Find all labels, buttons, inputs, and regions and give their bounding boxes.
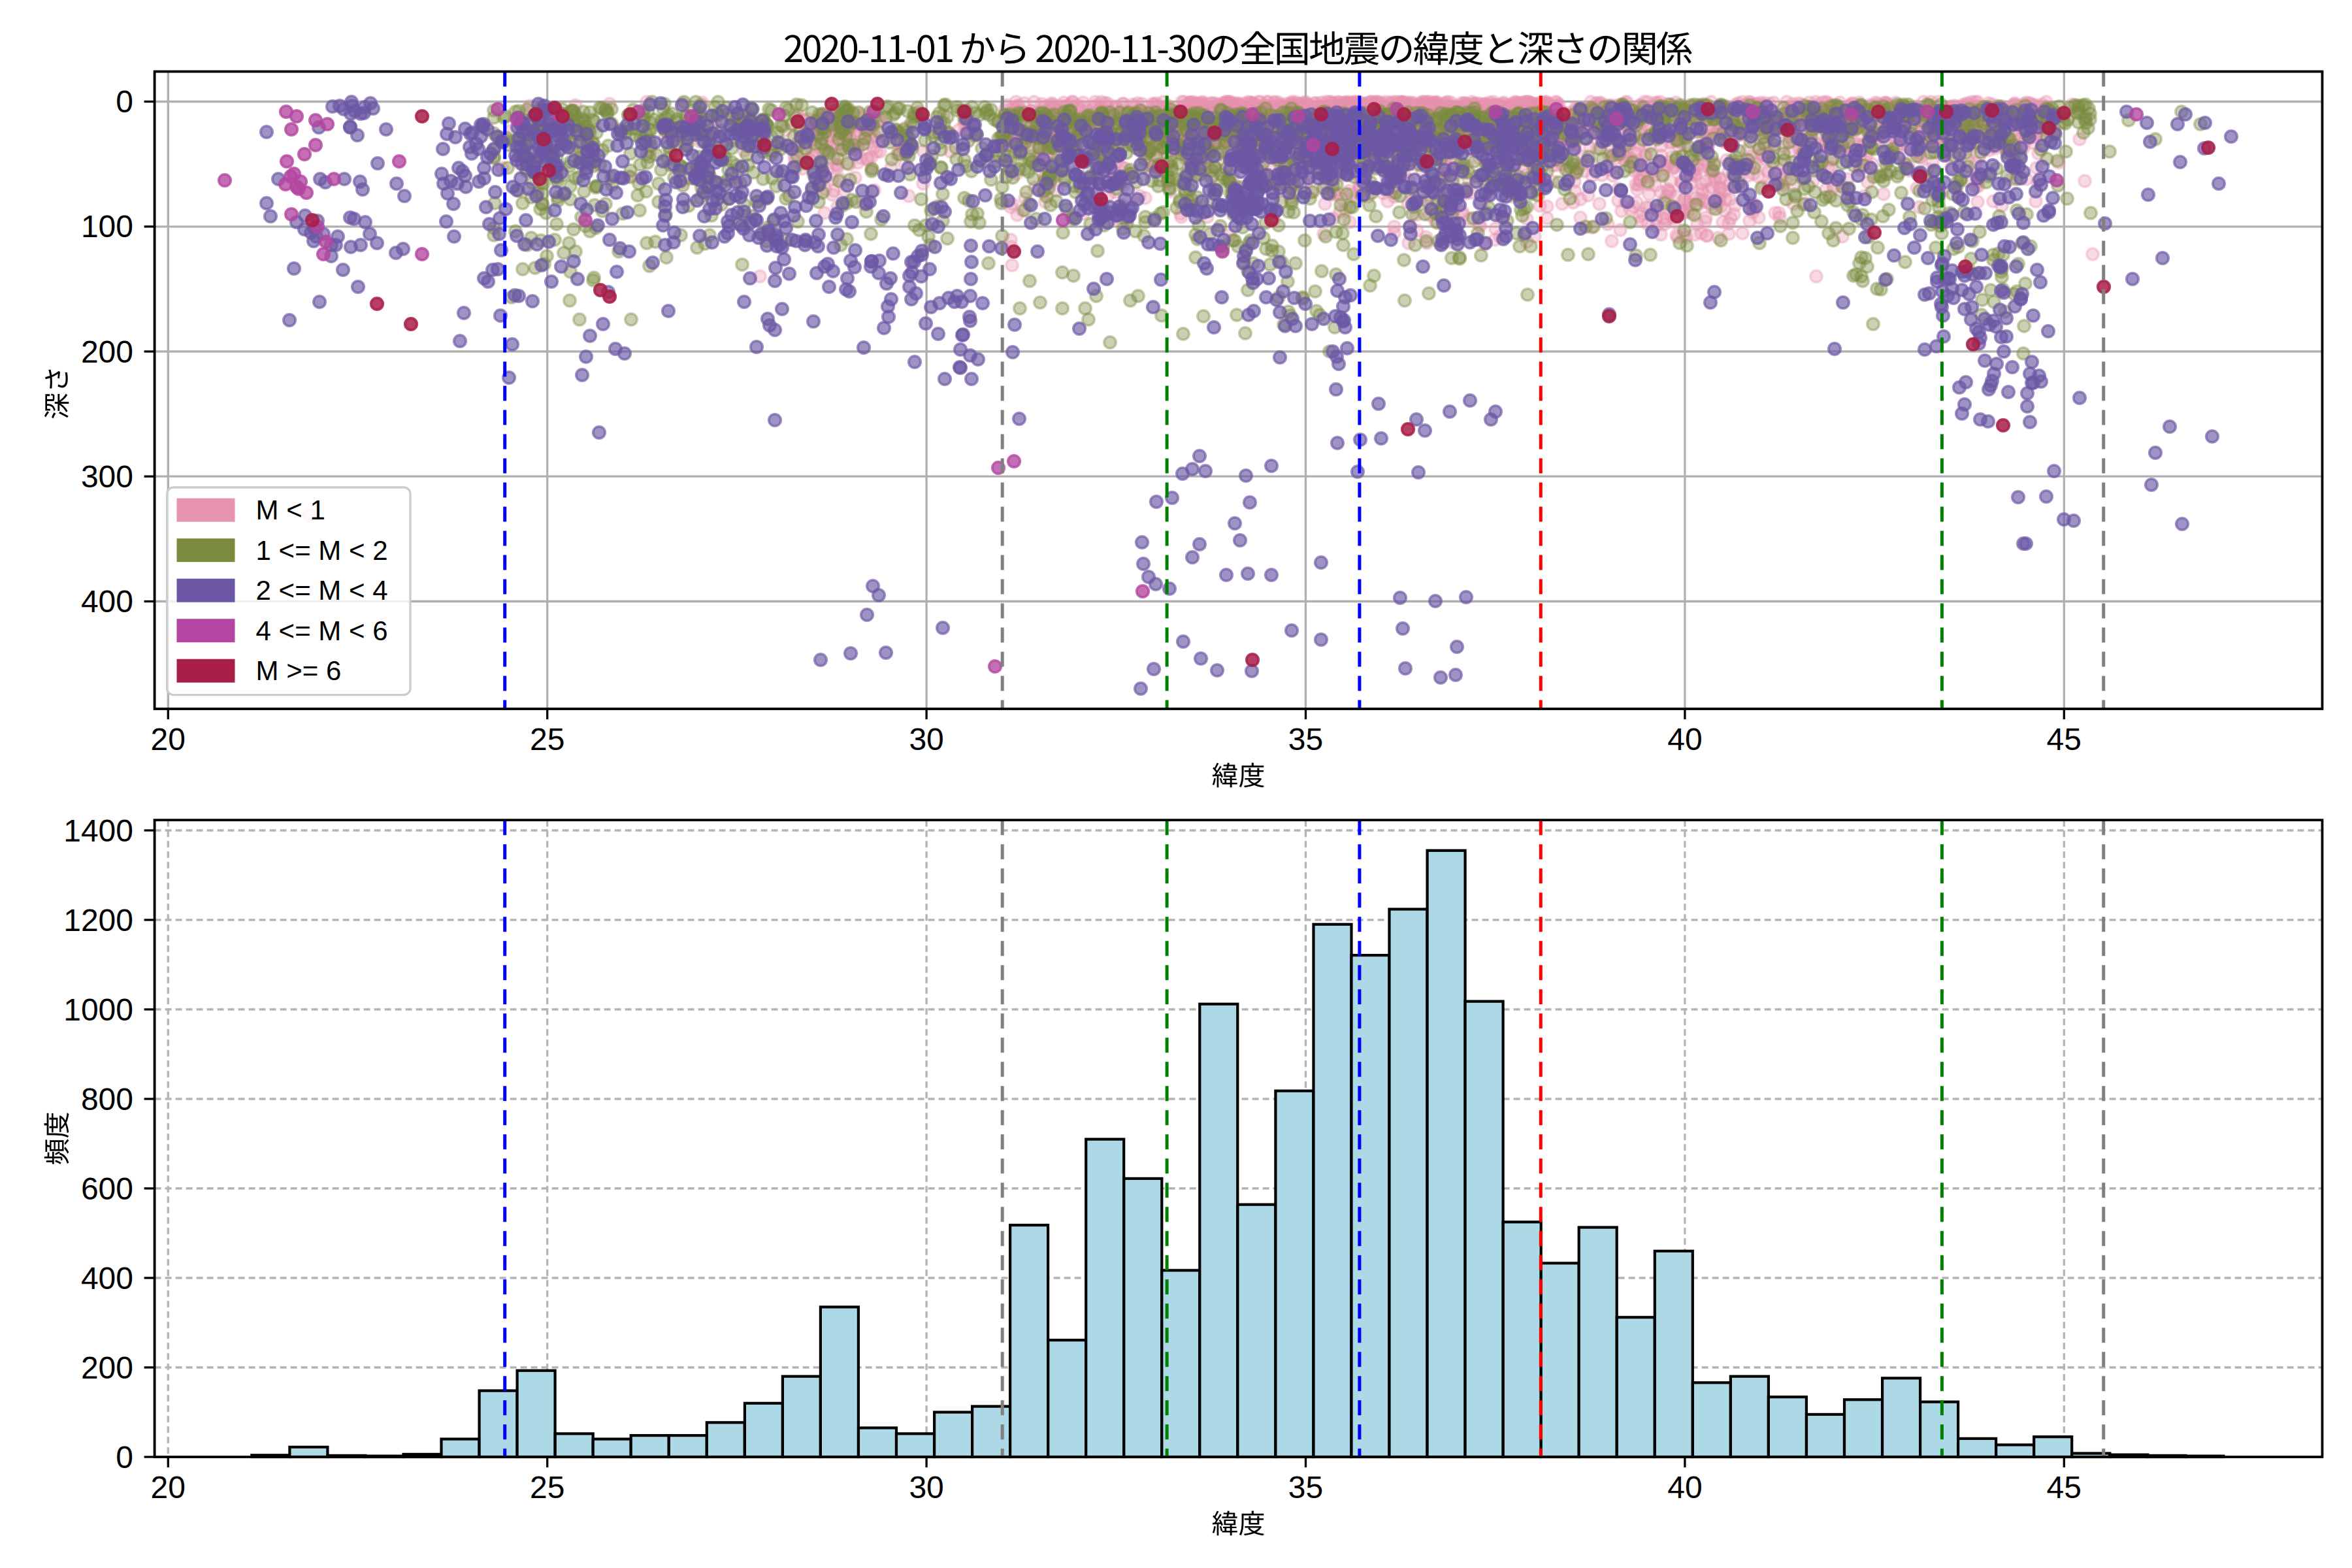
- svg-text:35: 35: [1288, 1470, 1323, 1505]
- svg-text:45: 45: [2047, 1470, 2082, 1505]
- svg-text:25: 25: [530, 1470, 564, 1505]
- svg-text:1400: 1400: [63, 813, 133, 848]
- svg-text:4 <= M < 6: 4 <= M < 6: [256, 615, 388, 646]
- svg-text:200: 200: [81, 335, 133, 369]
- svg-text:20: 20: [151, 722, 186, 757]
- svg-text:600: 600: [81, 1171, 133, 1206]
- svg-text:300: 300: [81, 459, 133, 494]
- svg-text:35: 35: [1288, 722, 1323, 757]
- svg-text:200: 200: [81, 1350, 133, 1385]
- svg-text:0: 0: [116, 1440, 133, 1475]
- svg-text:2 <= M < 4: 2 <= M < 4: [256, 575, 388, 606]
- svg-text:25: 25: [530, 722, 564, 757]
- svg-text:M >= 6: M >= 6: [256, 655, 342, 686]
- svg-text:40: 40: [1667, 722, 1702, 757]
- svg-text:400: 400: [81, 584, 133, 619]
- svg-text:45: 45: [2047, 722, 2082, 757]
- svg-text:20: 20: [151, 1470, 186, 1505]
- svg-text:1200: 1200: [63, 903, 133, 938]
- svg-text:30: 30: [909, 1470, 943, 1505]
- svg-text:1000: 1000: [63, 992, 133, 1027]
- svg-text:40: 40: [1667, 1470, 1702, 1505]
- svg-text:0: 0: [116, 84, 133, 119]
- svg-text:800: 800: [81, 1082, 133, 1117]
- svg-text:1 <= M < 2: 1 <= M < 2: [256, 535, 388, 566]
- svg-text:100: 100: [81, 209, 133, 244]
- svg-text:30: 30: [909, 722, 943, 757]
- svg-text:400: 400: [81, 1261, 133, 1296]
- svg-text:M < 1: M < 1: [256, 495, 325, 525]
